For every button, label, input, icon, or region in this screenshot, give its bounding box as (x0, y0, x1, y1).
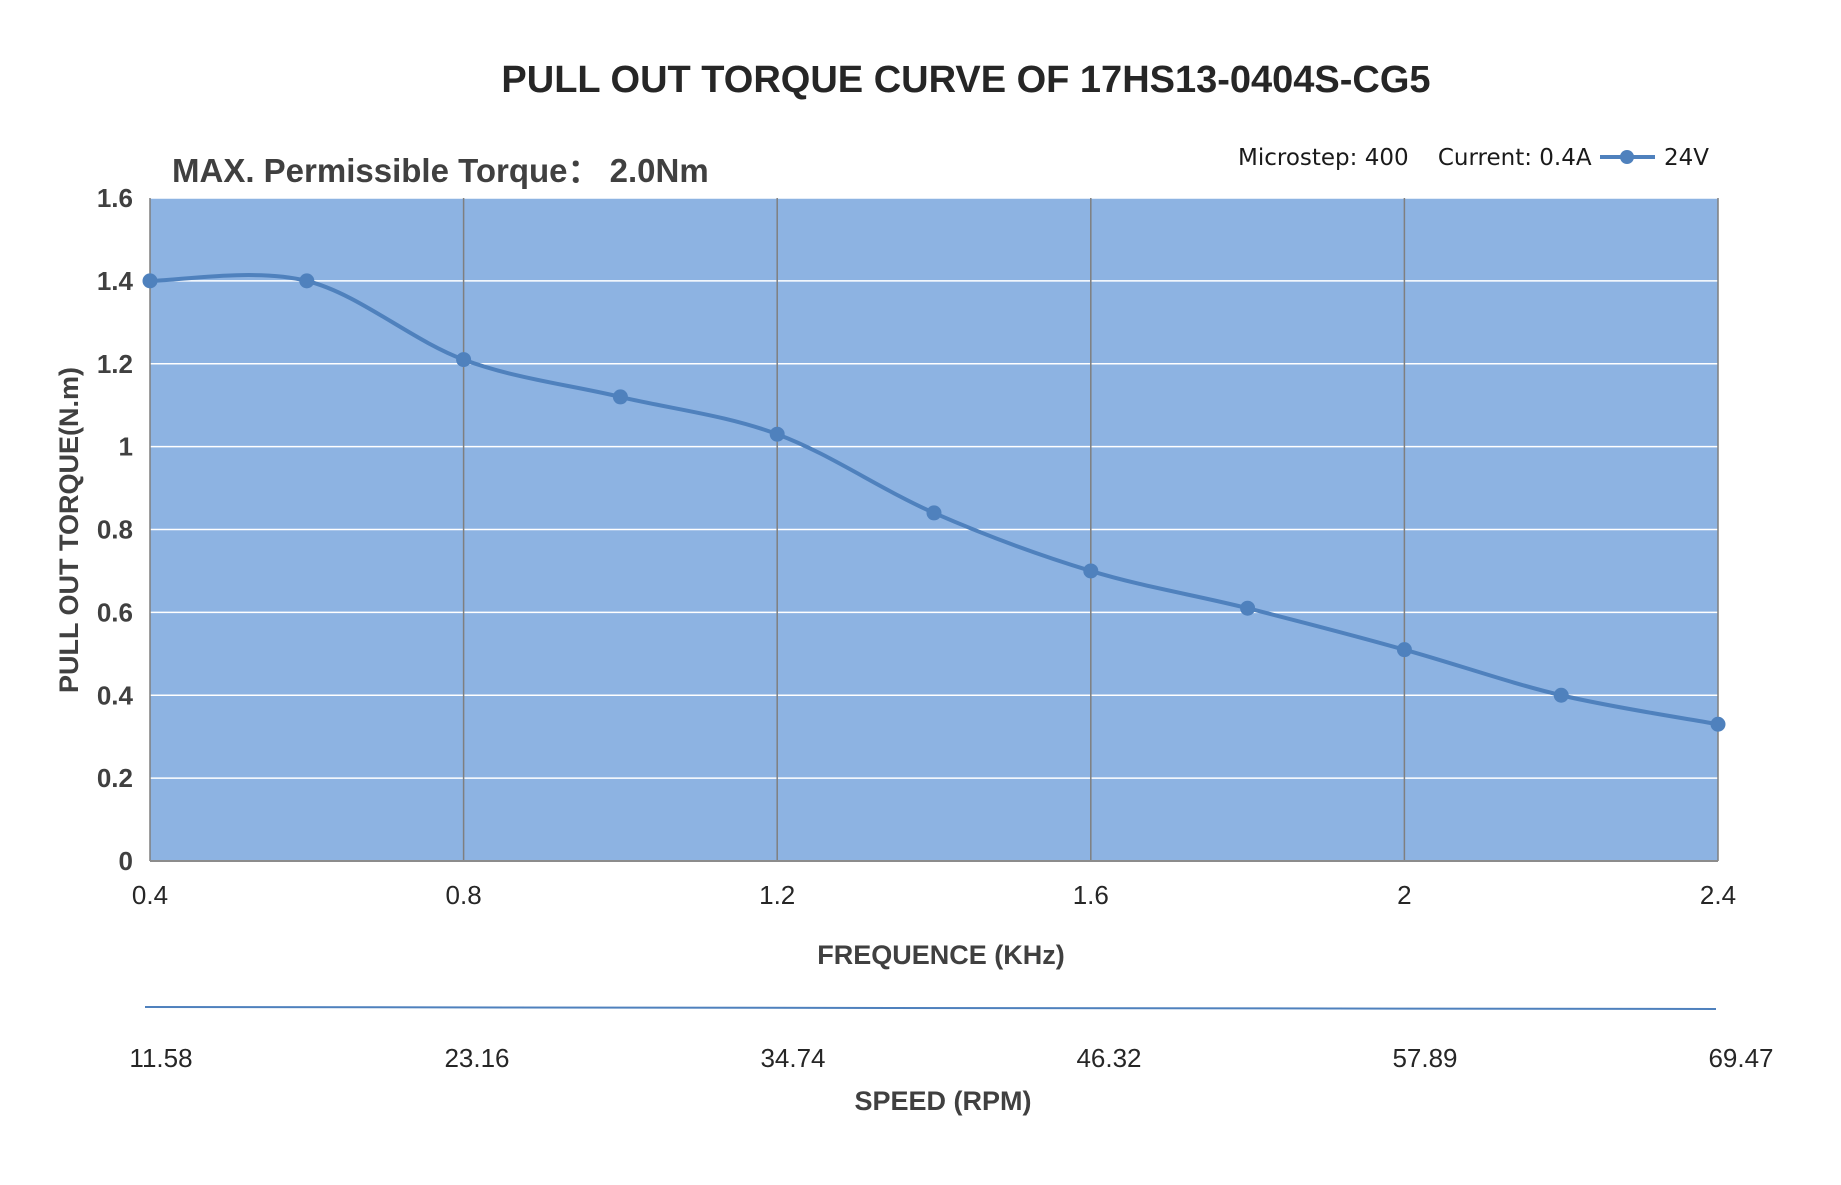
y-tick-label: 0 (119, 846, 133, 876)
y-tick-label: 0.4 (97, 680, 134, 710)
chart-subtitle: MAX. Permissible Torque： 2.0Nm (172, 152, 709, 189)
y-tick-label: 1.2 (97, 349, 133, 379)
y-axis-ticks: 0 0.2 0.4 0.6 0.8 1 1.2 1.4 1.6 (97, 183, 134, 876)
x-axis-ticks: 0.4 0.8 1.2 1.6 2 2.4 (132, 880, 1736, 910)
y-tick-label: 1 (119, 432, 133, 462)
x-tick-label: 0.4 (132, 880, 168, 910)
x-tick-label: 0.8 (446, 880, 482, 910)
speed-tick-label: 11.58 (129, 1043, 192, 1073)
data-point (456, 352, 472, 368)
y-tick-label: 1.6 (97, 183, 133, 213)
data-point (1396, 642, 1412, 658)
legend-conditions: Microstep: 400 Current: 0.4A (1238, 145, 1592, 171)
speed-axis-line (144, 1006, 1717, 1010)
data-point (1553, 687, 1569, 703)
data-point (1083, 563, 1099, 579)
grid (149, 197, 1719, 862)
data-point (299, 273, 315, 289)
speed-tick-label: 23.16 (444, 1043, 509, 1073)
data-point (142, 273, 158, 289)
y-tick-label: 0.2 (97, 763, 133, 793)
x-axis-title: FREQUENCE (KHz) (817, 940, 1065, 970)
legend: Microstep: 400 Current: 0.4A 24V (1238, 145, 1709, 171)
data-point (769, 426, 785, 442)
data-point (612, 389, 628, 405)
speed-axis-title: SPEED (RPM) (854, 1086, 1031, 1116)
y-tick-label: 0.6 (97, 597, 133, 627)
x-tick-label: 1.2 (759, 880, 795, 910)
legend-series-name: 24V (1664, 145, 1709, 171)
data-point (1240, 600, 1256, 616)
y-axis-title: PULL OUT TORQUE(N.m) (54, 367, 84, 693)
x-tick-label: 2 (1397, 880, 1411, 910)
speed-tick-label: 57.89 (1392, 1043, 1457, 1073)
data-point (926, 505, 942, 521)
y-tick-label: 1.4 (97, 266, 134, 296)
chart-title: PULL OUT TORQUE CURVE OF 17HS13-0404S-CG… (501, 59, 1430, 101)
data-point (1710, 716, 1726, 732)
speed-axis-ticks: 11.58 23.16 34.74 46.32 57.89 69.47 (129, 1043, 1773, 1073)
x-tick-label: 2.4 (1700, 880, 1736, 910)
speed-tick-label: 34.74 (760, 1043, 825, 1073)
speed-tick-label: 69.47 (1708, 1043, 1773, 1073)
x-tick-label: 1.6 (1073, 880, 1109, 910)
series-24v (142, 273, 1726, 732)
y-tick-label: 0.8 (97, 515, 133, 545)
speed-tick-label: 46.32 (1076, 1043, 1141, 1073)
legend-dot-marker (1620, 150, 1634, 164)
